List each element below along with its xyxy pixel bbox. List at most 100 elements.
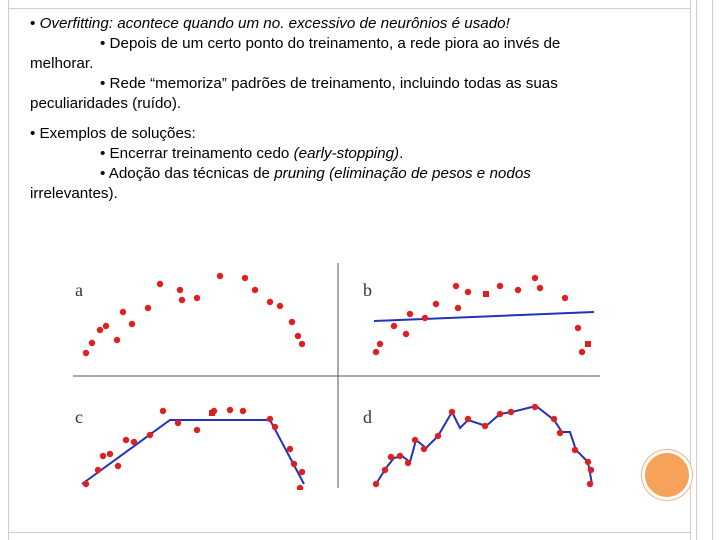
panel-label-c: c	[75, 407, 83, 427]
data-point-67	[420, 445, 428, 453]
data-point-80	[586, 480, 594, 488]
data-point-20	[298, 340, 306, 348]
data-point-55	[266, 415, 274, 423]
pruning-term: pruning (eliminação de pesos e nodos	[274, 165, 531, 182]
frame-top-line	[8, 8, 690, 9]
data-point-19	[294, 332, 302, 340]
data-point-35	[536, 284, 544, 292]
data-point-75	[550, 415, 558, 423]
data-point-21	[372, 348, 380, 356]
frame-left-line	[8, 0, 9, 540]
data-point-33	[514, 286, 522, 294]
data-point-56	[271, 423, 279, 431]
data-point-4	[102, 322, 110, 330]
data-point-31	[483, 291, 489, 297]
bullet-overfitting: • Overfitting: acontece quando um no. ex…	[30, 14, 650, 34]
overfitting-term: Overfitting:	[39, 15, 113, 32]
panel-label-a: a	[75, 280, 83, 300]
data-point-32	[496, 282, 504, 290]
data-point-12	[193, 294, 201, 302]
data-point-46	[130, 438, 138, 446]
data-point-36	[561, 294, 569, 302]
data-point-64	[396, 452, 404, 460]
fit-line-1	[373, 311, 595, 322]
data-point-74	[531, 403, 539, 411]
spacer	[30, 114, 650, 124]
data-point-72	[496, 410, 504, 418]
data-point-76	[556, 429, 564, 437]
data-point-65	[404, 459, 412, 467]
data-point-30	[464, 288, 472, 296]
data-point-14	[241, 274, 249, 282]
data-point-58	[290, 460, 298, 468]
data-point-77	[571, 446, 579, 454]
data-point-22	[376, 340, 384, 348]
data-point-8	[144, 304, 152, 312]
data-point-38	[585, 341, 591, 347]
data-point-26	[421, 314, 429, 322]
data-point-11	[178, 296, 186, 304]
data-point-10	[176, 286, 184, 294]
data-point-29	[454, 304, 462, 312]
frame-right-line-1	[690, 0, 691, 540]
early-stopping-prefix: • Encerrar treinamento cedo	[100, 145, 294, 162]
data-point-63	[387, 453, 395, 461]
data-point-16	[266, 298, 274, 306]
data-point-73	[507, 408, 515, 416]
data-point-27	[432, 300, 440, 308]
data-point-45	[122, 436, 130, 444]
data-point-9	[156, 280, 164, 288]
data-point-47	[146, 431, 154, 439]
data-point-41	[94, 466, 102, 474]
data-point-66	[411, 436, 419, 444]
data-point-62	[381, 466, 389, 474]
curve-fitting-figure: a b c d	[70, 248, 605, 490]
bullet-marker: •	[30, 15, 36, 32]
data-point-18	[288, 318, 296, 326]
panel-label-b: b	[363, 280, 372, 300]
data-point-3	[96, 326, 104, 334]
fit-line-2	[81, 419, 305, 485]
data-point-71	[481, 422, 489, 430]
data-point-60	[296, 484, 304, 490]
data-point-70	[464, 415, 472, 423]
data-point-7	[128, 320, 136, 328]
data-point-49	[174, 419, 182, 427]
data-points	[82, 272, 595, 490]
subbullet-memorizes: • Rede “memoriza” padrões de treinamento…	[100, 75, 558, 92]
subbullet-memorizes-cont: peculiaridades (ruído).	[30, 95, 182, 112]
data-point-57	[286, 445, 294, 453]
data-point-2	[88, 339, 96, 347]
frame-right-line-3	[712, 0, 713, 540]
data-point-54	[239, 407, 247, 415]
frame-right-line-2	[696, 0, 697, 540]
data-point-42	[99, 452, 107, 460]
bullet-solutions: • Exemplos de soluções:	[30, 125, 196, 142]
data-point-50	[193, 426, 201, 434]
decorative-orange-circle	[642, 450, 692, 500]
subbullet-worsens: • Depois de um certo ponto do treinament…	[100, 35, 561, 52]
data-point-59	[298, 468, 306, 476]
subbullet-pruning-cont: irrelevantes).	[30, 185, 118, 202]
frame-bottom-line	[8, 532, 690, 533]
data-point-17	[276, 302, 284, 310]
slide-text: • Overfitting: acontece quando um no. ex…	[30, 14, 650, 204]
subbullet-pruning: • Adoção das técnicas de pruning (elimin…	[30, 164, 650, 184]
overfitting-definition: acontece quando um no. excessivo de neur…	[117, 15, 510, 32]
data-point-6	[119, 308, 127, 316]
fitting-panels-svg: a b c d	[73, 263, 600, 490]
data-point-37	[574, 324, 582, 332]
data-point-52	[210, 407, 218, 415]
data-point-15	[251, 286, 259, 294]
data-point-13	[216, 272, 224, 280]
data-point-69	[448, 408, 456, 416]
pruning-prefix: • Adoção das técnicas de	[100, 165, 275, 182]
data-point-39	[578, 348, 586, 356]
panel-label-d: d	[363, 407, 372, 427]
data-point-25	[406, 310, 414, 318]
subbullet-worsens-cont: melhorar.	[30, 55, 94, 72]
data-point-34	[531, 274, 539, 282]
data-point-48	[159, 407, 167, 415]
data-point-28	[452, 282, 460, 290]
data-point-78	[584, 458, 592, 466]
